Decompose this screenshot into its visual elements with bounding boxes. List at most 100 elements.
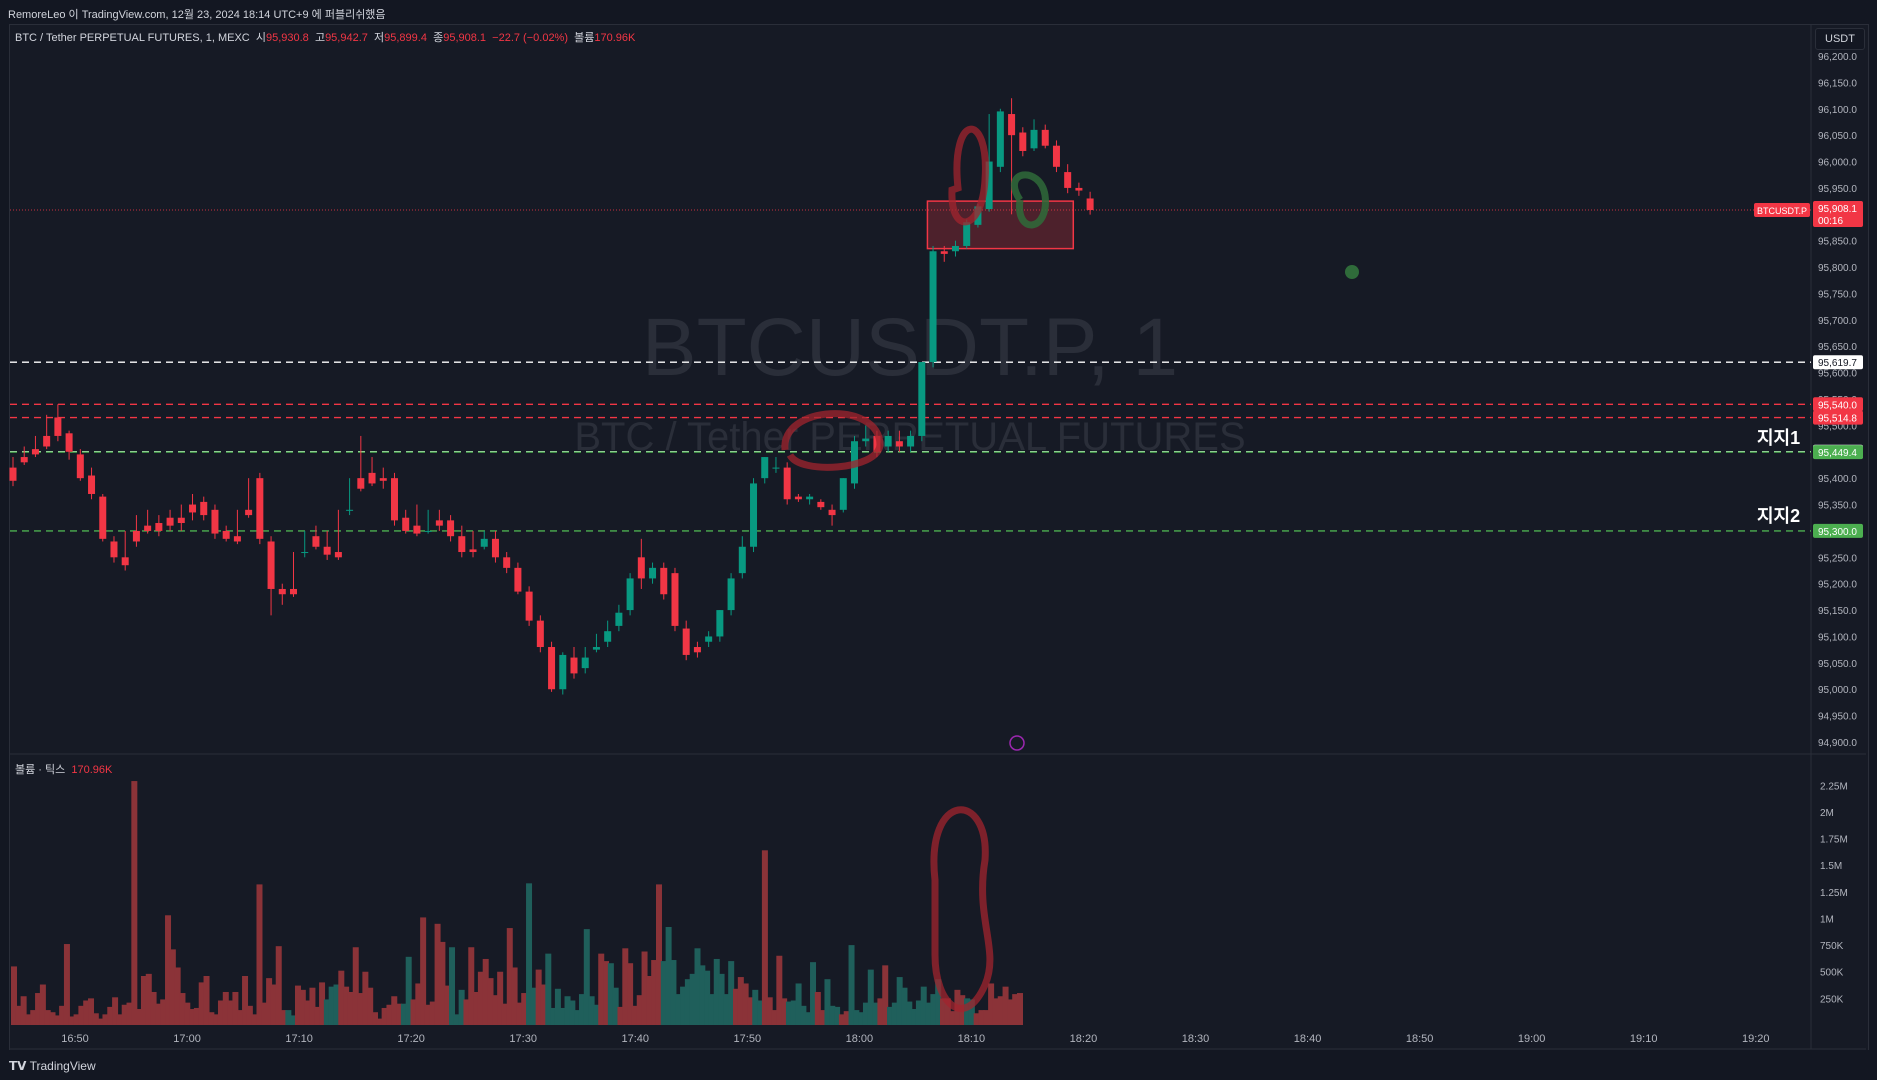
support-1-label: 지지1 [1757, 428, 1801, 448]
volume-bar [275, 946, 282, 1025]
volume-bar [261, 1002, 268, 1025]
candle-body [312, 536, 320, 547]
volume-bar [487, 978, 494, 1025]
tradingview-logo[interactable]: 𝗧𝗩 TradingView [9, 1059, 96, 1073]
candle-body [862, 438, 870, 442]
volume-bar [11, 966, 17, 1025]
volume-bar [347, 991, 354, 1025]
volume-bar [737, 977, 744, 1025]
volume-bar [641, 951, 648, 1025]
volume-bar [795, 983, 802, 1025]
volume-axis-tick: 1.75M [1820, 835, 1848, 846]
volume-bar [603, 961, 610, 1025]
volume-bar [15, 1005, 22, 1025]
candle-body [121, 557, 129, 566]
last-price-label-bg [1813, 201, 1863, 228]
price-axis-tick: 95,800.0 [1818, 263, 1857, 274]
volume-bar [896, 977, 903, 1025]
volume-bar [651, 960, 658, 1025]
volume-bar [165, 915, 172, 1025]
candle-body [794, 496, 802, 500]
volume-bar [622, 948, 629, 1025]
currency-button[interactable]: USDT [1815, 28, 1865, 50]
candle-body [1075, 187, 1083, 191]
volume-bar [550, 1007, 557, 1025]
price-axis-tick: 95,150.0 [1818, 606, 1857, 617]
candle-body [783, 467, 791, 500]
volume-bar [131, 781, 138, 1025]
candle-body [177, 517, 185, 524]
candle-body [402, 517, 410, 531]
volume-bar [140, 976, 147, 1025]
volume-bar [964, 998, 971, 1025]
candle-body [592, 647, 600, 650]
volume-axis-tick: 1.5M [1820, 861, 1842, 872]
volume-bar [983, 1010, 990, 1025]
volume-value: 170.96K [594, 32, 636, 44]
open-value: 95,930.8 [265, 32, 309, 44]
volume-bar [742, 983, 749, 1025]
volume-bar [184, 1002, 191, 1025]
candle-body [716, 610, 724, 637]
price-axis-tick: 96,050.0 [1818, 131, 1857, 142]
candle-body [88, 475, 96, 494]
red-circle-annotation-top [948, 125, 989, 226]
volume-bar [511, 967, 518, 1025]
candle-body [267, 541, 275, 589]
volume-bar [222, 991, 229, 1025]
volume-bar [314, 1006, 321, 1025]
volume-bar [453, 1014, 460, 1025]
price-line-label-bg [1813, 523, 1863, 538]
volume-bar [771, 1010, 778, 1025]
volume-bar [675, 994, 682, 1025]
volume-bar [819, 1010, 826, 1025]
price-line-label-bg [1813, 445, 1863, 460]
volume-bar [68, 1016, 75, 1025]
candle-body [65, 433, 73, 452]
volume-bar [530, 987, 537, 1025]
symbol-name[interactable]: BTC / Tether PERPETUAL FUTURES, 1, MEXC [15, 32, 250, 44]
countdown-label: 00:16 [1818, 216, 1843, 227]
volume-bar [97, 1018, 104, 1025]
volume-bar [44, 1010, 51, 1025]
volume-bar [848, 945, 855, 1025]
volume-bar [761, 850, 768, 1025]
candle-body [290, 588, 297, 595]
candle-body [334, 552, 342, 558]
volume-legend-label[interactable]: 볼륨 · 틱스 [15, 764, 66, 776]
candle-body [649, 567, 657, 579]
volume-bar [776, 955, 783, 1025]
candle-body [245, 509, 253, 516]
volume-bar [73, 1014, 80, 1025]
volume-bar [882, 965, 889, 1025]
volume-axis-tick: 1M [1820, 914, 1834, 925]
time-axis-tick: 18:00 [846, 1033, 874, 1045]
volume-bar [458, 989, 465, 1025]
volume-bar [655, 884, 662, 1025]
candle-body [480, 538, 488, 547]
volume-bar [824, 979, 831, 1025]
volume-bar [593, 1004, 600, 1025]
volume-bar [468, 947, 475, 1025]
volume-bar [439, 941, 446, 1025]
candle-body [1064, 172, 1072, 188]
candle-body [907, 435, 915, 447]
candle-body [447, 520, 455, 537]
candle-body [144, 525, 152, 531]
time-axis-tick: 18:30 [1182, 1033, 1210, 1045]
candle-body [951, 245, 959, 252]
price-line-label-bg [1813, 355, 1863, 370]
volume-bar [410, 999, 417, 1025]
volume-bar [381, 1007, 388, 1025]
volume-bar [323, 999, 330, 1025]
candle-body [469, 549, 477, 553]
volume-bar [911, 1009, 918, 1025]
high-label: 고 [314, 32, 326, 44]
volume-bar [39, 984, 46, 1025]
volume-bar [805, 1012, 812, 1025]
green-dot-annotation [1345, 265, 1359, 279]
volume-bar [810, 962, 817, 1025]
candle-body [200, 501, 208, 516]
symbol-tag: BTCUSDT.P [1757, 206, 1807, 216]
